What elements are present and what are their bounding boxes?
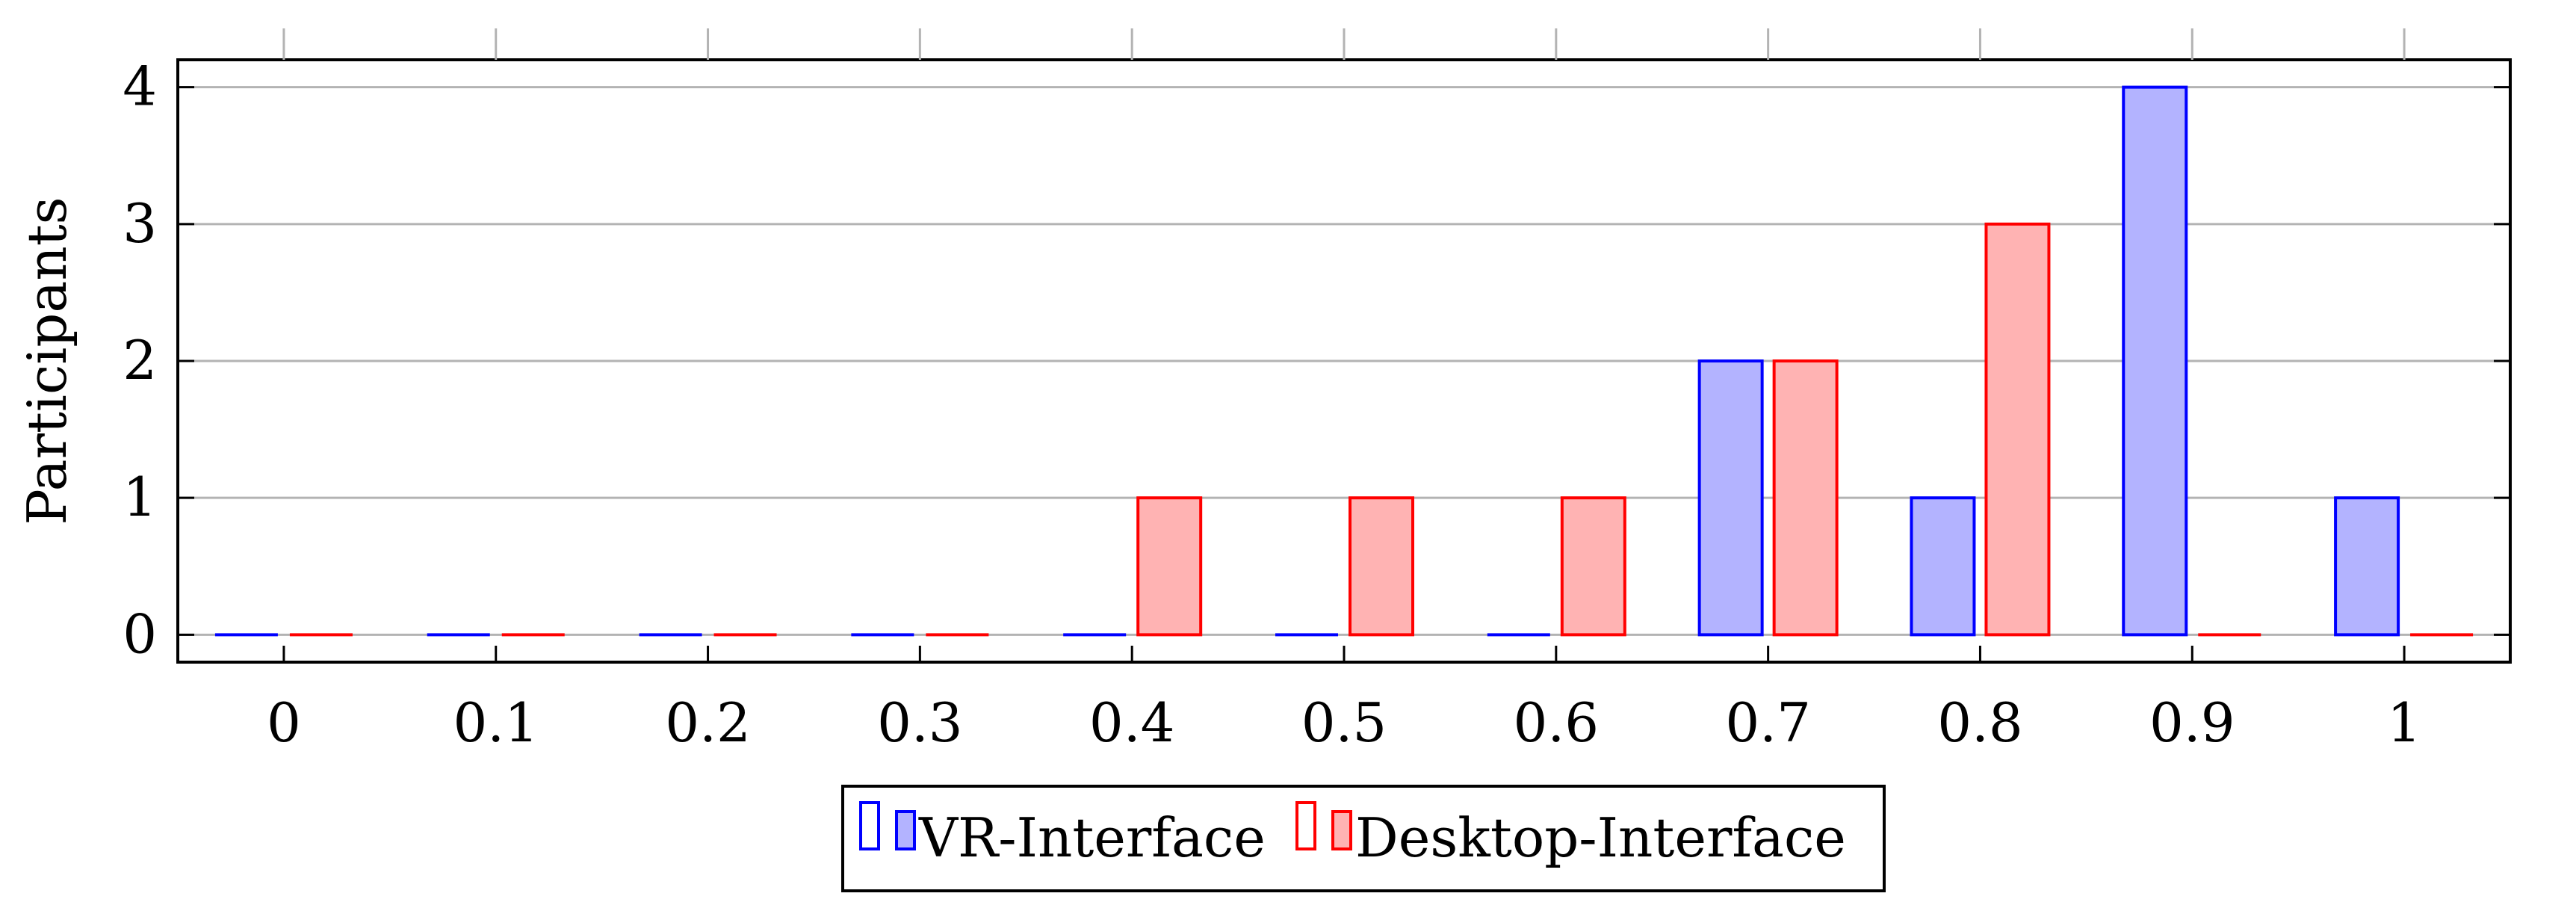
x-tick-label: 0.9 <box>2149 691 2235 754</box>
y-tick-label: 0 <box>123 602 157 665</box>
bar <box>1910 496 1976 637</box>
legend-frame <box>841 785 1886 892</box>
x-tick-label: 0.5 <box>1301 691 1387 754</box>
x-tick-label: 0.6 <box>1514 691 1600 754</box>
legend-swatch <box>1331 810 1352 850</box>
x-tick-label: 0.7 <box>1725 691 1811 754</box>
legend: VR-Interface Desktop-Interface <box>841 785 1886 892</box>
bar <box>1697 359 1764 637</box>
legend-swatch <box>895 810 916 850</box>
y-tick-label: 1 <box>123 466 157 528</box>
grid-lines <box>178 86 2510 636</box>
x-tick-label: 1 <box>2387 691 2421 754</box>
legend-label: VR-Interface <box>918 806 1266 869</box>
bar <box>1136 496 1203 637</box>
bar <box>1560 496 1626 637</box>
x-tick-label: 0.4 <box>1089 691 1175 754</box>
legend-swatch-outline <box>859 801 880 850</box>
x-tick-label: 0.8 <box>1937 691 2023 754</box>
x-tick-label: 0.1 <box>453 691 539 754</box>
tick-labels: 0 1 2 3 4 0 0.1 0.2 0.3 0.4 0.5 0.6 0.7 0.8 0.9 1 <box>123 55 2421 754</box>
legend-label: Desktop-Interface <box>1355 806 1846 869</box>
y-tick-label: 2 <box>123 329 157 392</box>
bars <box>214 85 2474 637</box>
x-tick-label: 0.3 <box>877 691 963 754</box>
x-tick-label: 0 <box>267 691 301 754</box>
y-tick-label: 4 <box>123 55 157 118</box>
bar <box>1984 222 2051 637</box>
bar <box>1772 359 1839 637</box>
axis-ticks <box>178 28 2510 662</box>
bar <box>2122 85 2188 637</box>
y-axis-title: Participants <box>16 197 78 525</box>
y-tick-label: 3 <box>123 192 157 255</box>
x-tick-label: 0.2 <box>665 691 751 754</box>
bar <box>1349 496 1414 637</box>
bar <box>2334 496 2400 637</box>
legend-swatch-outline <box>1295 801 1316 850</box>
